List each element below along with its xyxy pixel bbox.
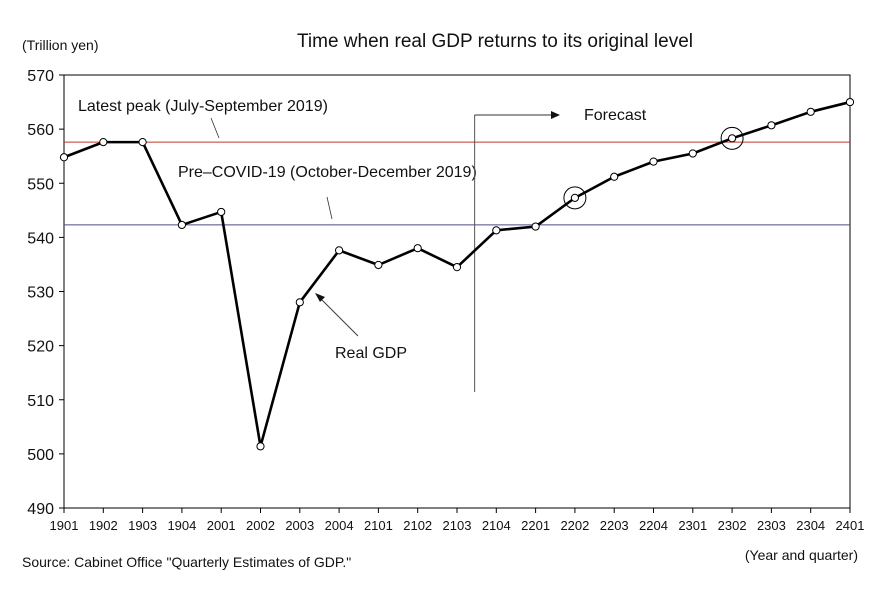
x-tick-label: 2003 (285, 518, 314, 533)
y-axis-ticks: 490 500 510 520 530 540 550 560 570 (27, 68, 64, 518)
series-leader-line (319, 297, 359, 337)
data-point-2204 (649, 157, 658, 166)
data-point-2102 (413, 244, 422, 253)
x-tick-label: 2202 (560, 518, 589, 533)
x-tick-label: 2002 (246, 518, 275, 533)
data-point-1904 (177, 220, 186, 230)
x-tick-label: 2303 (757, 518, 786, 533)
x-tick-label: 1901 (50, 518, 79, 533)
data-point-2304 (806, 107, 815, 116)
data-point-2201 (531, 222, 540, 231)
data-point-2203 (610, 172, 619, 181)
real-gdp-series (59, 97, 855, 451)
data-point-2401 (845, 97, 855, 107)
forecast-marker: Forecast (474, 107, 647, 392)
y-tick-label: 570 (27, 68, 54, 85)
y-tick-label: 510 (27, 393, 54, 410)
series-line (63, 100, 851, 448)
x-tick-label: 2401 (836, 518, 865, 533)
y-tick-label: 550 (27, 176, 54, 193)
data-point-2303 (767, 121, 776, 130)
x-tick-label: 2103 (443, 518, 472, 533)
series-leader-arrowhead (315, 293, 325, 302)
data-point-2101 (374, 260, 383, 270)
data-point-1902 (99, 138, 108, 147)
series-name-label: Real GDP (335, 345, 407, 362)
data-point-2302 (728, 134, 737, 143)
x-tick-label: 1904 (167, 518, 196, 533)
reference-line-label: Pre–COVID-19 (October-December 2019) (178, 164, 477, 181)
data-point-2202 (570, 193, 580, 202)
x-tick-label: 2104 (482, 518, 511, 533)
x-tick-label: 2302 (718, 518, 747, 533)
y-tick-label: 490 (27, 501, 54, 518)
chart-title: Time when real GDP returns to its origin… (297, 31, 693, 52)
y-tick-label: 520 (27, 339, 54, 356)
x-tick-label: 2203 (600, 518, 629, 533)
source-note: Source: Cabinet Office "Quarterly Estima… (22, 554, 351, 570)
x-tick-label: 2102 (403, 518, 432, 533)
data-point-2002 (256, 442, 265, 451)
data-point-2004 (335, 246, 344, 255)
y-tick-label: 500 (27, 447, 54, 464)
data-point-2104 (492, 226, 501, 235)
highlight-ring-2302 (720, 126, 744, 150)
data-point-2001 (217, 207, 226, 217)
x-tick-label: 2004 (325, 518, 354, 533)
y-tick-label: 560 (27, 122, 54, 139)
x-tick-label: 1902 (89, 518, 118, 533)
reference-leader-line (326, 196, 333, 220)
data-point-2103 (452, 263, 462, 272)
y-tick-label: 530 (27, 285, 54, 302)
annotations: Real GDP (315, 293, 407, 362)
reference-lines: Latest peak (July-September 2019) Pre–COV… (64, 98, 850, 226)
x-tick-label: 1903 (128, 518, 157, 533)
forecast-arrow-head (551, 111, 560, 119)
x-tick-label: 2101 (364, 518, 393, 533)
y-tick-label: 540 (27, 230, 54, 247)
data-point-1903 (138, 138, 147, 147)
x-tick-label: 2201 (521, 518, 550, 533)
x-tick-label: 2304 (796, 518, 825, 533)
x-tick-label: 2301 (678, 518, 707, 533)
data-point-1901 (59, 153, 69, 162)
reference-line-label: Latest peak (July-September 2019) (78, 98, 328, 115)
x-tick-label: 2001 (207, 518, 236, 533)
x-tick-label: 2204 (639, 518, 668, 533)
data-point-2301 (688, 149, 697, 158)
reference-leader-line (210, 117, 220, 139)
forecast-label: Forecast (584, 107, 647, 124)
x-axis-ticks: 1901 1902 1903 1904 2001 2002 2003 2004 2101 2102… (50, 508, 865, 533)
highlight-ring-2202 (563, 186, 587, 210)
y-axis-label: (Trillion yen) (22, 37, 99, 53)
data-point-2003 (295, 298, 304, 307)
x-axis-label: (Year and quarter) (745, 547, 858, 563)
